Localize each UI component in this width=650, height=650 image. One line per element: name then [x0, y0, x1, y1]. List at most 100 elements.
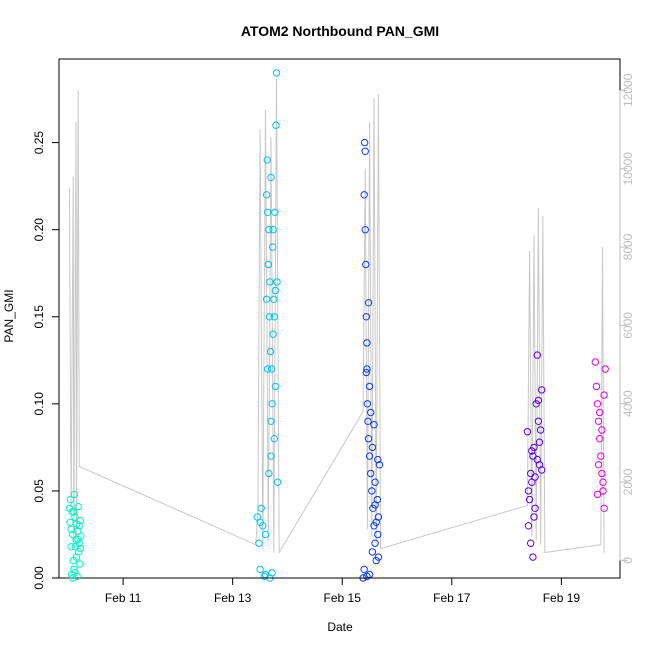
data-point: [264, 260, 272, 269]
data-point: [528, 447, 536, 455]
data-point: [531, 473, 539, 481]
data-point: [74, 502, 82, 511]
data-point: [598, 469, 606, 478]
data-point: [66, 518, 74, 526]
data-point: [367, 469, 375, 478]
data-point: [527, 469, 535, 478]
data-point: [273, 278, 281, 286]
data-point: [533, 455, 541, 464]
y-right-tick-label: 6000: [621, 312, 635, 339]
data-point: [600, 391, 608, 399]
y-tick-label: 0.00: [32, 566, 46, 590]
data-point: [535, 438, 544, 446]
data-point: [372, 518, 380, 526]
data-point: [536, 426, 545, 434]
data-point: [365, 382, 374, 391]
data-point: [268, 400, 276, 408]
y-axis-right: 0 2000 4000 6000 8000 10000 12000: [619, 73, 635, 564]
x-tick-label: Feb 17: [433, 591, 471, 605]
data-point: [361, 226, 369, 234]
data-point: [596, 435, 604, 443]
data-point: [67, 525, 75, 533]
data-point: [364, 299, 373, 307]
data-point: [362, 260, 370, 269]
data-point: [262, 191, 271, 199]
data-point: [272, 69, 281, 77]
y-right-tick-label: 8000: [621, 233, 635, 260]
y-right-tick-label: 10000: [621, 152, 635, 186]
data-point: [256, 518, 264, 526]
data-point: [534, 417, 543, 425]
data-point: [76, 560, 84, 568]
data-point: [76, 516, 85, 525]
data-point: [530, 513, 538, 521]
data-point: [256, 565, 264, 573]
data-point: [601, 365, 609, 373]
data-point: [71, 513, 79, 521]
data-point: [75, 539, 84, 547]
y-right-tick-label: 0: [621, 557, 635, 564]
data-point: [534, 396, 543, 405]
data-point: [600, 504, 608, 512]
x-tick-label: Feb 13: [214, 591, 252, 605]
x-tick-label: Feb 15: [324, 591, 362, 605]
data-point: [597, 452, 605, 460]
data-point: [271, 286, 280, 295]
data-point: [71, 569, 79, 577]
data-point: [264, 208, 272, 217]
data-point: [591, 358, 599, 366]
altitude-line: [68, 78, 605, 555]
data-point: [270, 295, 278, 303]
data-point: [538, 466, 546, 474]
y-tick-label: 0.05: [32, 479, 46, 503]
data-point: [371, 501, 379, 509]
data-point: [594, 461, 603, 469]
data-point: [271, 208, 279, 217]
data-point: [596, 408, 604, 417]
data-point: [66, 495, 75, 504]
data-point: [267, 417, 275, 425]
data-point: [529, 553, 537, 561]
y-tick-label: 0.20: [32, 218, 46, 242]
data-point: [364, 417, 372, 425]
data-point: [257, 504, 265, 512]
data-point: [363, 400, 372, 408]
data-point: [271, 382, 280, 391]
data-point: [267, 365, 276, 373]
data-point: [593, 490, 602, 499]
data-point: [599, 478, 607, 486]
data-point: [523, 428, 532, 436]
data-point: [374, 553, 383, 561]
series-1: [65, 490, 85, 582]
data-point: [265, 226, 273, 234]
x-tick-label: Feb 11: [105, 591, 142, 605]
data-point: [361, 147, 369, 156]
data-point: [361, 138, 369, 147]
data-point: [76, 544, 85, 553]
x-tick-label: Feb 19: [543, 591, 581, 605]
data-point: [371, 539, 379, 547]
data-point: [270, 313, 278, 321]
data-point: [531, 504, 539, 512]
y-axis-label: PAN_GMI: [2, 289, 16, 342]
data-point: [265, 313, 274, 321]
y-tick-label: 0.10: [32, 392, 46, 416]
altitude-line-layer: [68, 78, 605, 555]
data-point: [263, 156, 271, 164]
data-point: [374, 530, 382, 539]
data-point: [268, 569, 276, 577]
y-right-tick-label: 2000: [621, 468, 635, 495]
series-2: [253, 69, 282, 582]
data-point: [371, 478, 379, 486]
data-point: [365, 452, 374, 460]
data-point: [255, 539, 263, 547]
data-point: [269, 226, 277, 234]
data-point: [594, 417, 603, 425]
data-point: [525, 495, 534, 504]
data-point: [67, 543, 75, 551]
data-point: [272, 121, 280, 129]
y-axis-left: 0.00 0.05 0.10 0.15 0.20 0.25: [32, 131, 60, 590]
data-point: [363, 365, 371, 373]
data-point: [592, 382, 601, 391]
